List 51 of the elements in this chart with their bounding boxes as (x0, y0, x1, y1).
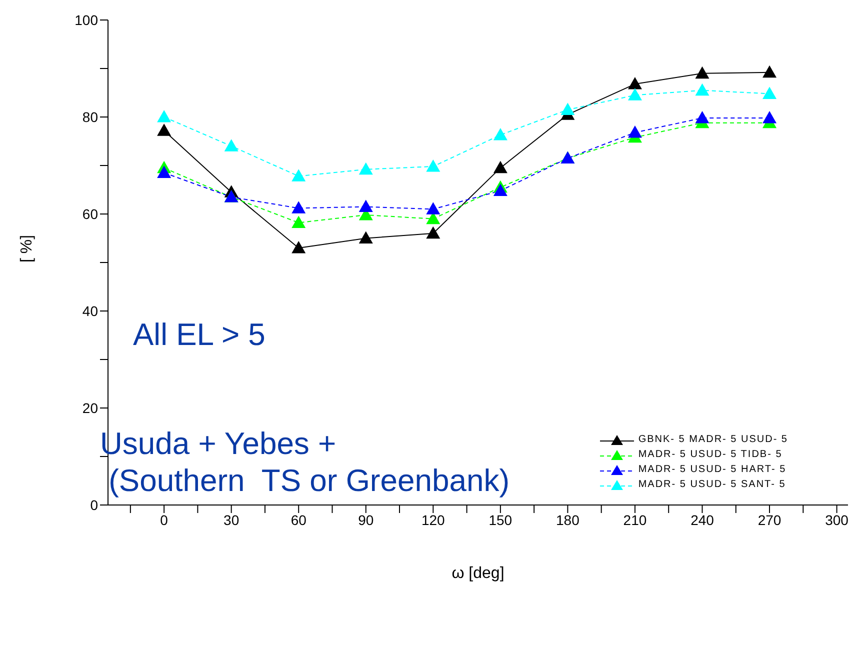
point (695, 66, 710, 79)
y-tick-label: 100 (74, 12, 98, 28)
point (560, 102, 575, 115)
y-tick-label: 20 (82, 400, 98, 416)
legend-label: MADR- 5 USUD- 5 TIDB- 5 (638, 448, 782, 462)
y-tick-label: 40 (82, 302, 98, 319)
point (628, 126, 642, 138)
x-tick-label: 180 (556, 512, 580, 528)
point (695, 110, 710, 124)
y-tick-label: 80 (82, 108, 98, 125)
point (762, 110, 777, 124)
x-tick-label: 210 (623, 512, 647, 528)
point (695, 83, 710, 96)
point (358, 162, 373, 175)
point (762, 86, 777, 99)
x-tick-label: 150 (488, 512, 512, 528)
x-tick-label: 240 (690, 512, 714, 528)
legend-label: MADR- 5 USUD- 5 HART- 5 (638, 463, 786, 477)
x-tick-label: 270 (758, 512, 782, 528)
x-axis-title: ω [deg] (452, 565, 504, 582)
point (157, 166, 172, 178)
point (493, 160, 508, 174)
point (426, 159, 440, 172)
point (358, 231, 373, 244)
point (224, 139, 238, 152)
y-axis-title: [ %] (18, 234, 36, 262)
point (493, 184, 508, 196)
point (628, 88, 642, 100)
x-tick-label: 60 (290, 512, 307, 528)
point (292, 201, 306, 214)
legend-label: GBNK- 5 MADR- 5 USUD- 5 (638, 433, 788, 447)
point (493, 128, 508, 140)
point (292, 169, 306, 182)
x-tick-label: 90 (358, 512, 374, 528)
point (426, 226, 440, 239)
point (292, 216, 306, 228)
x-tick-label: 300 (825, 512, 849, 528)
annotation: All EL > 5 (133, 316, 266, 354)
point (157, 110, 172, 122)
legend-label: MADR- 5 USUD- 5 SANT- 5 (638, 478, 786, 492)
point (628, 77, 642, 90)
x-tick-label: 0 (160, 512, 168, 528)
point (292, 240, 306, 254)
point (762, 65, 777, 78)
x-tick-label: 30 (224, 512, 240, 528)
y-tick-label: 60 (82, 206, 98, 222)
y-tick-label: 0 (90, 496, 98, 513)
point (426, 202, 440, 214)
x-tick-label: 120 (421, 512, 446, 528)
point (358, 200, 373, 212)
point (157, 124, 172, 136)
